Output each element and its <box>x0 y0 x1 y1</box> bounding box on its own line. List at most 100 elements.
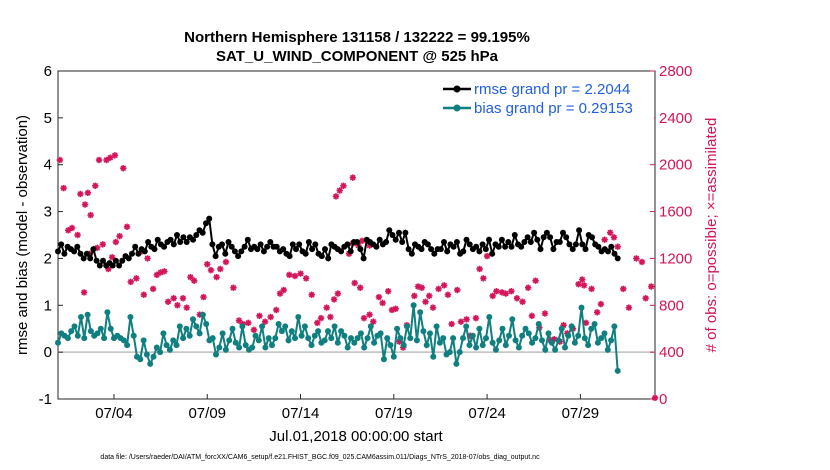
bias-point <box>433 323 440 330</box>
rmse-point <box>80 255 87 262</box>
obs-assimilated-marker <box>222 258 230 266</box>
rmse-point <box>476 248 483 255</box>
bias-point <box>305 335 312 342</box>
bias-point <box>315 328 322 335</box>
obs-assimilated-stroke <box>262 318 268 325</box>
obs-assimilated-stroke <box>103 157 110 163</box>
rmse-point <box>460 248 467 255</box>
obs-assimilated-stroke <box>314 319 321 326</box>
rmse-point <box>235 253 242 260</box>
bias-point <box>160 330 167 337</box>
bias-point <box>180 335 187 342</box>
obs-assimilated-stroke <box>127 278 134 285</box>
rmse-point <box>502 243 509 250</box>
obs-assimilated-marker <box>261 318 269 325</box>
bias-point <box>107 325 114 332</box>
obs-assimilated-marker <box>314 319 321 327</box>
bias-point <box>377 330 384 337</box>
bias-point <box>404 323 410 330</box>
x-tick-label: 07/04 <box>95 405 133 422</box>
rmse-point <box>589 234 595 241</box>
bias-point <box>483 335 489 342</box>
rmse-point <box>347 248 354 255</box>
rmse-point <box>392 236 399 243</box>
obs-assimilated-marker <box>107 154 114 161</box>
obs-assimilated-stroke <box>213 274 220 281</box>
obs-assimilated-stroke <box>223 259 229 265</box>
obs-assimilated-marker <box>280 286 287 294</box>
bias-point <box>331 323 338 330</box>
rmse-point <box>511 232 518 238</box>
rmse-point <box>498 236 505 243</box>
bias-point <box>496 337 503 344</box>
obs-assimilated-stroke <box>620 286 627 292</box>
rmse-point <box>376 236 383 243</box>
obs-assimilated-stroke <box>200 294 207 300</box>
obs-assimilated-stroke <box>594 309 601 316</box>
rmse-point <box>560 229 566 236</box>
obs-assimilated-marker <box>638 258 646 266</box>
obs-assimilated-marker <box>308 291 315 298</box>
right-tick-label: 1600 <box>659 204 692 221</box>
bias-point <box>55 339 61 346</box>
obs-assimilated-marker <box>204 261 211 268</box>
bias-point <box>519 332 526 339</box>
rmse-point <box>531 229 538 236</box>
obs-assimilated-marker <box>588 285 595 293</box>
rmse-point <box>74 243 81 250</box>
bias-point <box>282 323 289 330</box>
bias-point <box>203 321 210 327</box>
rmse-point <box>389 232 396 238</box>
bias-point <box>328 335 335 342</box>
obs-assimilated-marker <box>291 272 299 280</box>
bias-point <box>466 342 473 349</box>
obs-assimilated-marker <box>597 300 605 308</box>
obs-assimilated-marker <box>513 295 521 302</box>
obs-assimilated-stroke <box>370 318 377 325</box>
bias-point <box>140 337 147 344</box>
legend: rmse grand pr = 2.2044 bias grand pr = 0… <box>420 72 654 120</box>
obs-assimilated-marker <box>183 304 190 311</box>
obs-assimilated-stroke <box>204 261 211 268</box>
bias-point <box>84 311 91 318</box>
rmse-point <box>273 243 280 250</box>
obs-assimilated-marker <box>502 290 509 297</box>
bias-series <box>55 302 621 374</box>
rmse-point <box>576 227 583 234</box>
rmse-point <box>579 241 586 248</box>
bias-point <box>124 342 131 349</box>
obs-assimilated-stroke <box>154 271 160 278</box>
obs-assimilated-stroke <box>120 165 127 172</box>
obs-assimilated-marker <box>340 182 347 189</box>
obs-assimilated-marker <box>357 284 364 291</box>
obs-assimilated-marker <box>528 312 536 320</box>
obs-assimilated-stroke <box>476 266 483 272</box>
obs-assimilated-stroke <box>183 304 190 311</box>
rmse-point <box>151 246 158 253</box>
bias-point <box>473 344 480 351</box>
obs-assimilated-marker <box>116 232 123 240</box>
obs-assimilated-stroke <box>96 157 102 163</box>
obs-assimilated-stroke <box>357 284 364 291</box>
legend-rmse-label: rmse grand pr = 2.2044 <box>474 81 630 98</box>
bias-point <box>410 302 417 309</box>
obs-count-markers <box>56 152 659 402</box>
left-tick-label: 3 <box>44 204 52 221</box>
obs-assimilated-stroke <box>445 291 451 298</box>
bias-point <box>153 344 160 351</box>
bias-point <box>166 346 173 353</box>
obs-assimilated-stroke <box>308 291 315 298</box>
bias-point <box>334 339 341 346</box>
obs-assimilated-marker <box>140 291 148 298</box>
left-tick-label: -1 <box>39 391 52 408</box>
obs-assimilated-marker <box>95 156 103 164</box>
obs-assimilated-marker <box>422 298 429 305</box>
data-file-footnote: data file: /Users/raeder/DAI/ATM_forcXX/… <box>100 454 540 461</box>
obs-assimilated-stroke <box>448 321 455 327</box>
bias-point <box>301 323 308 330</box>
obs-assimilated-stroke <box>87 212 94 218</box>
obs-assimilated-marker <box>330 296 338 303</box>
rmse-point <box>614 255 621 262</box>
obs-assimilated-stroke <box>165 298 171 305</box>
rmse-point <box>521 239 528 245</box>
